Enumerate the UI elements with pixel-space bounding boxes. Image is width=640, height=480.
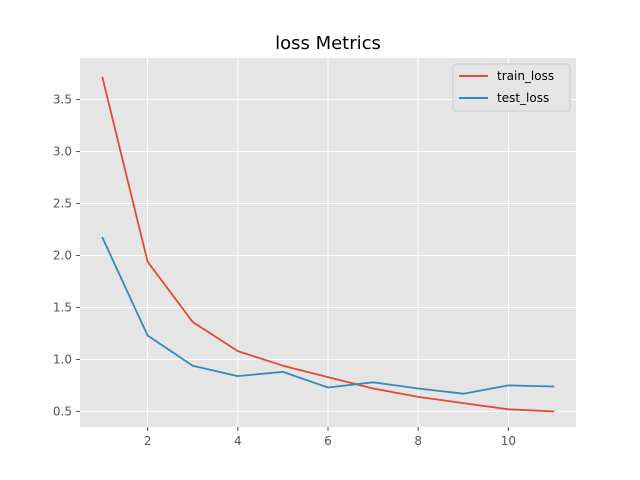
data-point-train-loss <box>237 350 239 352</box>
data-point-test-loss <box>507 384 510 387</box>
y-tick-label: 2.0 <box>53 248 72 262</box>
data-point-test-loss <box>552 385 555 388</box>
y-tick-label: 1.5 <box>53 300 72 314</box>
y-tick-label: 3.0 <box>53 145 72 159</box>
data-point-test-loss <box>191 364 194 367</box>
legend-label-test-loss: test_loss <box>497 91 549 105</box>
data-point-test-loss <box>372 381 374 384</box>
x-tick-label: 4 <box>234 434 242 448</box>
data-point-train-loss <box>191 321 194 323</box>
data-point-train-loss <box>507 408 510 411</box>
x-tick-label: 6 <box>324 434 332 448</box>
data-point-train-loss <box>282 364 284 367</box>
y-tick-label: 0.5 <box>53 404 72 418</box>
data-point-train-loss <box>462 402 465 404</box>
y-tick-label: 2.5 <box>53 197 72 211</box>
grid-lines <box>80 58 576 427</box>
legend: train_loss test_loss <box>452 63 571 112</box>
y-tick-label: 1.0 <box>53 352 72 366</box>
data-point-test-loss <box>462 392 465 395</box>
chart-title: loss Metrics <box>275 33 381 54</box>
data-point-test-loss <box>327 386 329 389</box>
x-tick-label: 8 <box>414 434 422 448</box>
series-lines <box>101 76 555 413</box>
y-tick-label: 3.5 <box>53 93 72 107</box>
x-tick-label: 10 <box>501 434 516 448</box>
legend-label-train-loss: train_loss <box>497 69 554 83</box>
data-point-test-loss <box>237 375 239 377</box>
axis-ticks: 2 4 6 8 10 0.5 1.0 1.5 2.0 2.5 3.0 3.5 <box>53 93 516 448</box>
data-point-train-loss <box>101 76 104 79</box>
x-tick-label: 2 <box>144 434 152 448</box>
data-point-train-loss <box>327 376 329 378</box>
data-point-train-loss <box>417 396 419 398</box>
data-point-test-loss <box>282 371 284 373</box>
data-point-test-loss <box>417 387 419 390</box>
data-point-train-loss <box>146 260 149 263</box>
data-point-train-loss <box>552 410 555 413</box>
data-point-test-loss <box>101 237 104 239</box>
data-point-train-loss <box>372 387 374 390</box>
data-point-test-loss <box>146 334 149 337</box>
